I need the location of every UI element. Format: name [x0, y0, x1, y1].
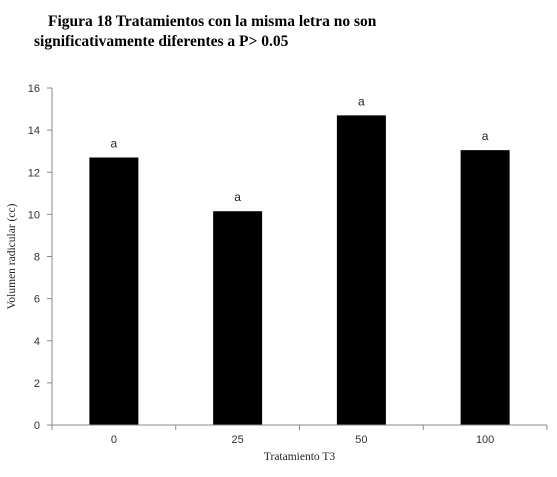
bar-100 — [460, 150, 510, 425]
y-axis-title: Volumen radicular (cc) — [6, 203, 18, 309]
bar-50 — [336, 115, 386, 425]
y-tick-label: 4 — [34, 336, 40, 348]
y-tick-label: 2 — [34, 378, 40, 390]
figure-caption: Figura 18 Tratamientos con la misma letr… — [34, 12, 484, 52]
y-tick-label: 16 — [28, 83, 40, 95]
bars — [89, 115, 510, 425]
data-label: a — [111, 137, 118, 151]
y-tick-label: 8 — [34, 252, 40, 264]
x-axis-ticks: 0 25 50 100 — [51, 425, 548, 446]
bar-25 — [213, 211, 263, 425]
x-tick-label: 25 — [232, 434, 244, 446]
x-tick-label: 100 — [476, 434, 494, 446]
caption-line-2: significativamente diferentes a P> 0.05 — [34, 33, 289, 50]
y-axis-ticks: 0 2 4 6 8 10 12 14 16 — [28, 83, 52, 432]
y-tick-label: 6 — [34, 294, 40, 306]
caption-line-1: Figura 18 Tratamientos con la misma letr… — [48, 13, 377, 30]
y-tick-label: 10 — [28, 209, 40, 221]
x-tick-label: 0 — [111, 434, 117, 446]
x-tick-label: 50 — [355, 434, 367, 446]
data-label: a — [358, 94, 365, 108]
data-labels: a a a a — [111, 94, 489, 204]
data-label: a — [482, 129, 489, 143]
x-axis-title: Tratamiento T3 — [264, 451, 335, 463]
y-tick-label: 12 — [28, 167, 40, 179]
bar-0 — [89, 157, 139, 425]
y-tick-label: 0 — [34, 420, 40, 432]
y-tick-label: 14 — [28, 125, 40, 137]
data-label: a — [234, 190, 241, 204]
